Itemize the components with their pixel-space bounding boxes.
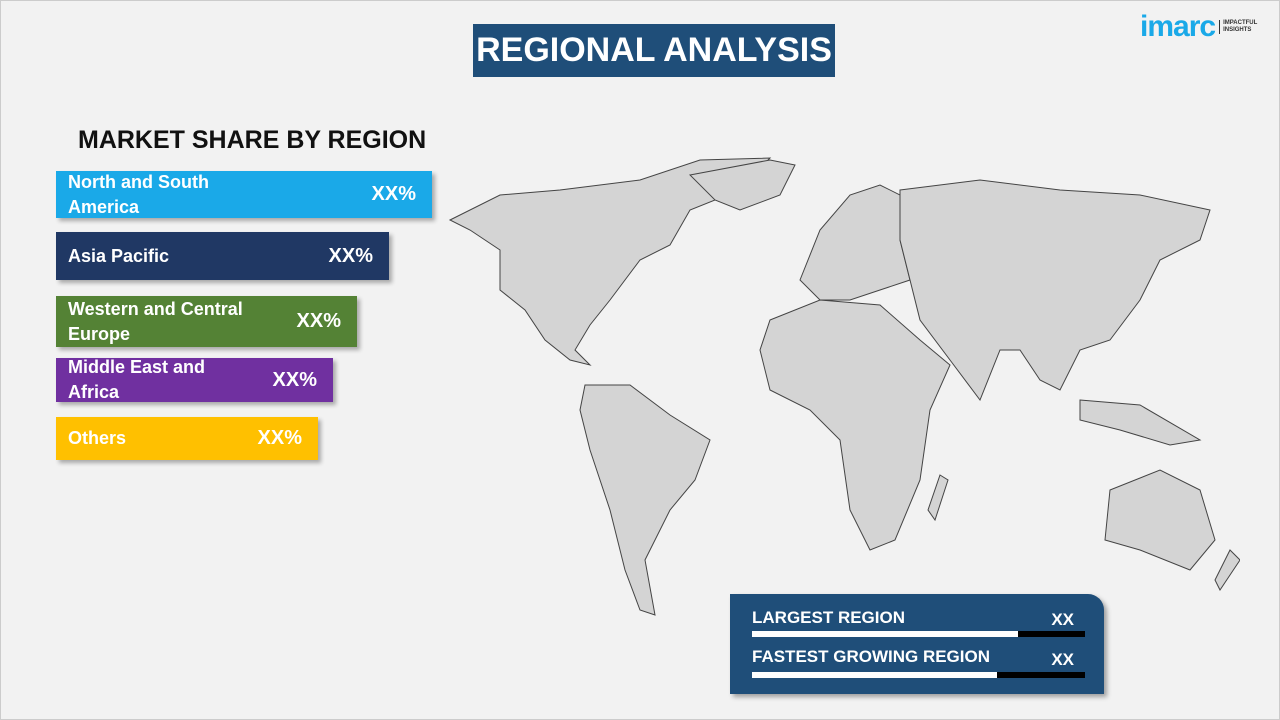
new-zealand <box>1214 549 1240 591</box>
stats-panel: LARGEST REGION XX FASTEST GROWING REGION X… <box>730 594 1104 694</box>
chart-subtitle: MARKET SHARE BY REGION <box>78 126 427 154</box>
north-america <box>448 157 772 366</box>
madagascar <box>927 474 949 522</box>
region-bar-americas: North and South America XX% <box>56 171 432 218</box>
region-bar-mea: Middle East and Africa XX% <box>56 357 333 402</box>
region-bar-europe: Western and Central Europe XX% <box>56 296 357 347</box>
asia <box>899 179 1211 402</box>
region-bar-asia-pacific: Asia Pacific XX% <box>56 232 389 280</box>
fastest-region-progress <box>752 672 1085 678</box>
australia <box>1104 469 1216 571</box>
imarc-logo: imarc IMPACTFUL INSIGHTS <box>1140 10 1258 43</box>
africa <box>759 299 951 551</box>
page-title: REGIONAL ANALYSIS <box>473 24 835 77</box>
greenland <box>688 159 796 211</box>
southeast-asia-islands <box>1079 399 1202 446</box>
region-bar-others: Others XX% <box>56 417 318 460</box>
south-america <box>579 384 711 616</box>
world-map <box>448 157 1240 616</box>
europe <box>799 184 911 301</box>
largest-region-progress <box>752 631 1085 637</box>
